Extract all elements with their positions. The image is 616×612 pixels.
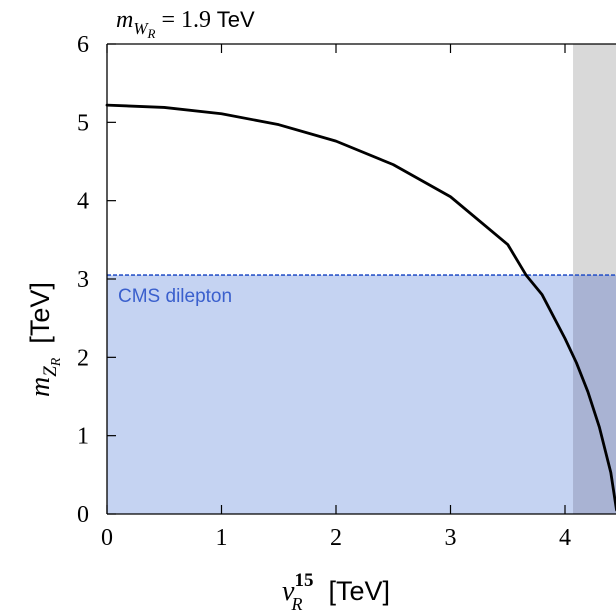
y-tick-label: 2 [77, 345, 89, 371]
chart-title-eq: = 1.9 [155, 7, 211, 33]
x-axis-title-sup: 15 [294, 570, 313, 591]
x-tick-label: 2 [330, 525, 342, 551]
chart-title-var: m [116, 7, 133, 33]
y-axis-title-sub: Z [40, 366, 61, 377]
y-axis-title-subsub: R [49, 357, 64, 367]
chart-title-subsub: R [147, 26, 156, 41]
y-axis-title: mZR [TeV] [25, 282, 64, 397]
chart-title-unit: TeV [211, 7, 255, 32]
y-axis-title-group: mZR [TeV] [25, 282, 64, 397]
tick-layer [106, 43, 566, 515]
chart-title-sub: W [133, 19, 149, 38]
y-tick-label: 0 [77, 502, 89, 528]
x-axis-title-unit: [TeV] [328, 576, 390, 606]
series-line-0 [105, 103, 616, 512]
y-tick-label: 3 [77, 267, 89, 293]
chart-title: mWR = 1.9 TeV [116, 7, 255, 41]
x-tick-label: 4 [559, 525, 571, 551]
cms-dilepton-label: CMS dilepton [118, 286, 232, 307]
y-axis-title-var: m [25, 377, 56, 397]
y-tick-label: 4 [77, 189, 89, 215]
x-tick-label: 3 [445, 525, 457, 551]
y-axis-title-unit: [TeV] [25, 282, 55, 344]
x-axis-title-sub: R [290, 594, 302, 612]
cms-dilepton-region [107, 275, 616, 514]
y-tick-label: 6 [77, 32, 89, 58]
x-axis-title-var: v [282, 576, 295, 607]
region-layer: CMS dilepton [107, 44, 616, 514]
x-axis-title: v15 R [TeV] [282, 570, 390, 612]
tick-label-layer: 0 1 2 3 4 0 1 2 3 4 5 6 [77, 32, 571, 551]
y-tick-label: 1 [77, 424, 89, 450]
x-tick-label: 1 [216, 525, 228, 551]
y-tick-label: 5 [77, 110, 89, 136]
x-tick-label: 0 [101, 525, 113, 551]
series-layer [105, 103, 616, 512]
region-overlap [573, 275, 616, 514]
